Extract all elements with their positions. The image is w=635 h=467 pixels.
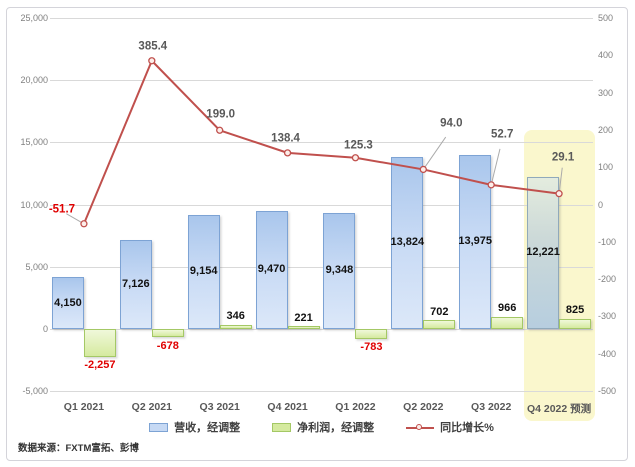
label-leader-line bbox=[558, 167, 563, 194]
gridline bbox=[50, 18, 593, 19]
growth-point-marker bbox=[351, 154, 360, 162]
x-axis-label: Q4 2022 预测 bbox=[526, 403, 592, 415]
right-axis-tick: -100 bbox=[598, 236, 617, 247]
legend-swatch-revenue bbox=[149, 422, 169, 432]
growth-point-marker bbox=[487, 181, 495, 189]
growth-line bbox=[83, 59, 560, 225]
legend-swatch-profit bbox=[272, 422, 292, 432]
gridline bbox=[50, 80, 593, 82]
label-leader-line bbox=[422, 136, 447, 170]
profit-bar bbox=[83, 328, 116, 357]
revenue-bar bbox=[51, 277, 84, 329]
right-axis-tick: 500 bbox=[598, 13, 614, 23]
growth-line-label: 138.4 bbox=[271, 132, 300, 145]
growth-line-label: 29.1 bbox=[551, 151, 575, 164]
revenue-bar bbox=[187, 215, 220, 329]
x-axis-label: Q3 2021 bbox=[199, 401, 240, 413]
left-axis-tick: 20,000 bbox=[20, 75, 48, 86]
profit-bar bbox=[423, 320, 456, 329]
right-axis-tick: -300 bbox=[598, 311, 617, 322]
legend-marker-glyph bbox=[416, 423, 423, 430]
revenue-bar bbox=[391, 156, 424, 329]
revenue-bar bbox=[255, 211, 288, 329]
growth-point-marker bbox=[283, 149, 292, 157]
profit-bar-label: 346 bbox=[226, 310, 245, 323]
x-axis-label: Q4 2021 bbox=[267, 401, 308, 413]
gridline bbox=[50, 266, 593, 268]
revenue-bar-label: 9,470 bbox=[257, 263, 286, 276]
gridline bbox=[50, 328, 593, 330]
profit-bar bbox=[219, 324, 252, 329]
revenue-bar-label: 7,126 bbox=[122, 278, 150, 291]
left-axis-tick: -5,000 bbox=[22, 386, 48, 396]
right-axis-tick: 400 bbox=[598, 50, 614, 61]
profit-bar-label: -783 bbox=[360, 341, 383, 354]
profit-bar bbox=[355, 328, 388, 339]
legend-label-revenue: 营收，经调整 bbox=[174, 422, 241, 434]
legend-swatch-growth bbox=[406, 423, 435, 432]
growth-line-chart bbox=[66, 57, 563, 228]
gridline bbox=[50, 391, 593, 392]
x-axis-label: Q3 2022 bbox=[471, 401, 512, 413]
legend-item-profit: 净利润，经调整 bbox=[272, 419, 374, 435]
x-axis-label: Q2 2021 bbox=[131, 401, 172, 413]
revenue-bar bbox=[323, 212, 356, 329]
revenue-bar-label: 12,221 bbox=[526, 246, 560, 259]
right-axis-tick: 200 bbox=[598, 124, 614, 135]
revenue-bar bbox=[527, 176, 560, 329]
right-axis-tick: -400 bbox=[598, 348, 617, 359]
right-axis-tick: -200 bbox=[598, 274, 617, 285]
growth-point-marker bbox=[148, 57, 156, 65]
profit-bar bbox=[151, 328, 184, 338]
x-axis-label: Q1 2021 bbox=[63, 401, 105, 413]
legend: 营收，经调整 净利润，经调整 同比增长% bbox=[50, 417, 593, 437]
x-axis-label: Q2 2022 bbox=[403, 401, 444, 413]
right-axis-tick: 0 bbox=[598, 199, 604, 210]
left-axis-tick: 15,000 bbox=[20, 137, 48, 148]
left-axis-tick: 10,000 bbox=[20, 199, 48, 210]
left-axis-tick: 5,000 bbox=[25, 261, 48, 272]
revenue-bar bbox=[119, 240, 152, 329]
profit-bar-label: -2,257 bbox=[84, 359, 116, 372]
revenue-bar-label: 9,348 bbox=[325, 264, 354, 277]
right-axis-tick: 300 bbox=[598, 87, 614, 98]
growth-line-label: 52.7 bbox=[490, 128, 514, 141]
left-axis-tick: 25,000 bbox=[20, 13, 48, 23]
growth-point-marker bbox=[216, 126, 224, 134]
right-axis-tick: 100 bbox=[598, 162, 614, 173]
revenue-bar-label: 9,154 bbox=[189, 265, 218, 278]
profit-bar-label: 966 bbox=[498, 302, 517, 315]
growth-line-label: 385.4 bbox=[138, 40, 168, 53]
growth-line-label: -51.7 bbox=[48, 203, 76, 216]
profit-bar bbox=[491, 316, 524, 329]
x-axis-label: Q1 2022 bbox=[335, 401, 376, 413]
growth-point-marker bbox=[419, 165, 427, 174]
profit-bar-label: 702 bbox=[430, 305, 449, 318]
legend-item-growth: 同比增长% bbox=[406, 419, 494, 435]
left-axis-tick: 0 bbox=[42, 323, 48, 334]
profit-bar-label: 221 bbox=[294, 311, 313, 324]
profit-bar-label: -678 bbox=[156, 339, 179, 352]
legend-item-revenue: 营收，经调整 bbox=[149, 419, 240, 435]
growth-line-label: 94.0 bbox=[440, 117, 463, 130]
growth-point-marker bbox=[80, 220, 88, 228]
gridline bbox=[50, 204, 593, 206]
profit-bar bbox=[559, 318, 592, 329]
right-axis-tick: -500 bbox=[598, 386, 617, 396]
revenue-bar-label: 13,824 bbox=[390, 236, 425, 249]
gridline bbox=[50, 142, 593, 144]
label-leader-line bbox=[490, 148, 501, 185]
source-note: 数据来源：FXTM富拓、彭博 bbox=[18, 443, 139, 454]
revenue-bar-label: 4,150 bbox=[54, 296, 82, 309]
legend-label-profit: 净利润，经调整 bbox=[297, 422, 375, 434]
profit-bar bbox=[287, 326, 320, 329]
growth-line-label: 199.0 bbox=[206, 108, 236, 121]
legend-label-growth: 同比增长% bbox=[440, 422, 494, 434]
growth-point-marker bbox=[555, 189, 563, 198]
revenue-bar-label: 13,975 bbox=[458, 235, 493, 248]
growth-line-label: 125.3 bbox=[344, 139, 373, 152]
profit-bar-label: 825 bbox=[565, 304, 585, 317]
